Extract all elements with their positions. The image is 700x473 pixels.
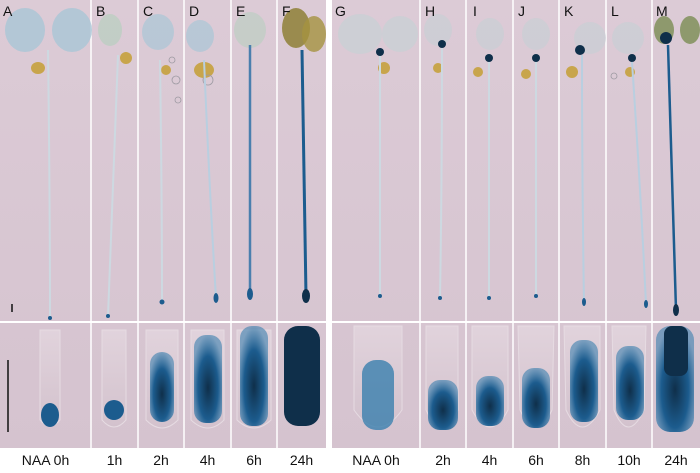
seedling-D (186, 20, 219, 303)
roottip-B (101, 329, 127, 428)
seedling-E (234, 12, 266, 300)
roottip-L (611, 325, 647, 428)
caption-G: NAA 0h (352, 452, 400, 468)
caption-F: 24h (289, 452, 314, 468)
seedling-L (610, 22, 648, 308)
seedling-K (566, 22, 606, 306)
roottip-F (284, 326, 320, 426)
seedling-A (5, 8, 92, 320)
panel-letter-B: B (96, 3, 106, 19)
caption-A: NAA 0h (21, 452, 70, 468)
caption-M: 24h (664, 452, 688, 468)
panel-letter-F: F (282, 3, 291, 19)
panel-letter-K: K (564, 3, 574, 19)
roottip-M (656, 326, 694, 432)
seedling-I (473, 18, 504, 300)
panel-letter-E: E (236, 3, 246, 19)
roottip-K (563, 325, 601, 428)
caption-K: 8h (574, 452, 591, 468)
seedling-C (142, 14, 182, 305)
seedling-G (338, 14, 418, 298)
caption-C: 2h (153, 452, 169, 468)
panel-letter-M: M (656, 3, 668, 19)
seedling-B (98, 14, 132, 318)
right-panel-group (332, 0, 700, 448)
panel-letter-I: I (473, 3, 477, 19)
roottip-J (517, 325, 555, 428)
roottip-I (471, 325, 509, 428)
panel-letter-C: C (143, 3, 154, 19)
caption-E: 6h (246, 452, 262, 468)
roottip-H (425, 325, 459, 430)
caption-H: 2h (435, 452, 451, 468)
roottip-A (39, 329, 61, 427)
roottip-G (353, 325, 403, 430)
panel-letter-H: H (425, 3, 436, 19)
caption-J: 6h (528, 452, 544, 468)
caption-L: 10h (617, 452, 641, 468)
caption-D: 4h (199, 452, 216, 468)
seedling-F (282, 8, 326, 303)
panel-letter-G: G (335, 3, 346, 19)
caption-B: 1h (106, 452, 123, 468)
roottip-D (190, 329, 225, 429)
panel-letter-L: L (611, 3, 619, 19)
panel-letter-D: D (189, 3, 200, 19)
seedling-J (521, 18, 550, 298)
panel-letter-J: J (518, 3, 525, 19)
roottip-E (236, 326, 272, 429)
caption-I: 4h (481, 452, 498, 468)
left-panel-group (0, 0, 326, 448)
panel-letter-A: A (3, 3, 13, 19)
seedling-M (654, 16, 700, 316)
roottip-C (145, 329, 179, 429)
seedling-H (424, 14, 452, 300)
